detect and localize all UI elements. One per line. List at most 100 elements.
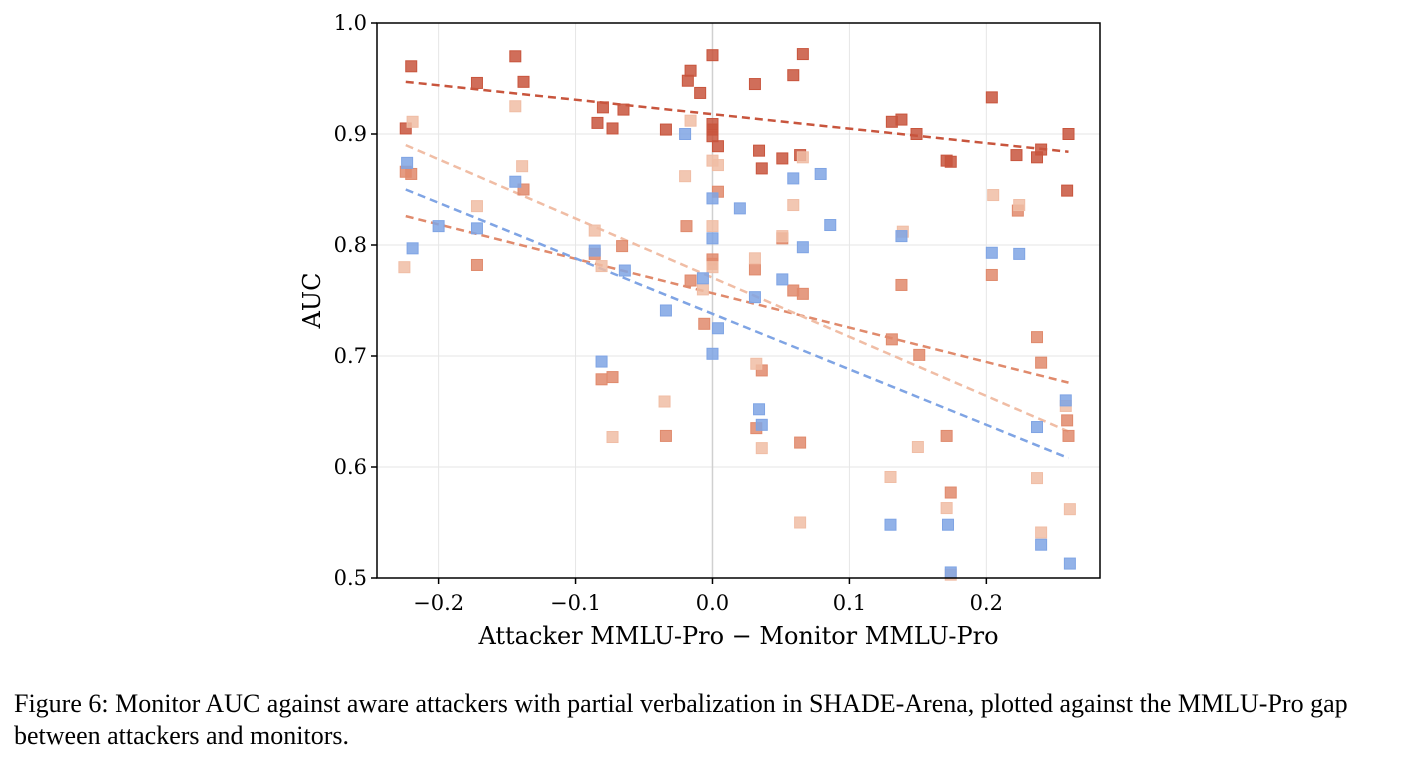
data-point-s1-5 xyxy=(595,373,608,386)
data-point-s3-6 xyxy=(595,355,608,368)
data-point-s2-25 xyxy=(911,441,924,454)
data-point-s0-33 xyxy=(1035,143,1048,156)
data-point-s3-5 xyxy=(588,244,601,257)
data-point-s3-0 xyxy=(401,156,414,169)
figure-caption: Figure 6: Monitor AUC against aware atta… xyxy=(14,689,1348,750)
data-point-s0-27 xyxy=(910,128,923,140)
data-point-s3-32 xyxy=(1059,394,1072,407)
data-point-s3-9 xyxy=(679,128,692,140)
data-point-s3-15 xyxy=(733,202,746,215)
data-point-s0-1 xyxy=(405,60,418,73)
trend-line-s2 xyxy=(405,143,1070,433)
data-point-s2-19 xyxy=(776,230,789,243)
data-point-s1-1 xyxy=(405,167,418,180)
data-point-s3-12 xyxy=(706,232,719,245)
data-point-s3-8 xyxy=(659,304,672,317)
data-point-s0-16 xyxy=(706,130,719,143)
data-point-s2-15 xyxy=(711,159,724,172)
data-point-s3-2 xyxy=(432,220,445,233)
data-point-s0-29 xyxy=(944,155,957,168)
data-point-s3-29 xyxy=(1013,247,1026,260)
data-point-s0-20 xyxy=(755,162,768,175)
data-point-s1-21 xyxy=(796,287,809,300)
data-point-s3-27 xyxy=(944,566,957,579)
x-axis-label: Attacker MMLU-Pro − Monitor MMLU-Pro xyxy=(477,622,998,650)
data-point-s2-4 xyxy=(516,160,529,173)
data-point-s1-10 xyxy=(684,274,697,287)
data-point-s0-4 xyxy=(517,75,530,88)
data-point-s0-26 xyxy=(895,113,908,126)
scatter-chart: −0.2 −0.1 0.0 0.1 0.2 0.5 0.6 0.7 0.8 0.9 1.0 Att… xyxy=(298,11,1101,650)
x-tick-label-3: 0.1 xyxy=(833,591,866,615)
x-tick-label-1: −0.1 xyxy=(550,591,601,615)
y-axis-ticks: 0.5 0.6 0.7 0.8 0.9 1.0 xyxy=(334,11,377,590)
data-point-s0-30 xyxy=(985,91,998,104)
data-point-s3-30 xyxy=(1031,421,1044,434)
data-point-s2-3 xyxy=(509,100,522,113)
data-point-s0-8 xyxy=(617,103,630,116)
data-point-s3-4 xyxy=(509,175,522,188)
data-point-s3-11 xyxy=(706,192,719,205)
trend-line-s1 xyxy=(405,214,1069,384)
data-point-s3-21 xyxy=(796,241,809,254)
data-point-s0-12 xyxy=(694,86,707,99)
trend-line-s3 xyxy=(405,188,1069,460)
data-point-s0-31 xyxy=(1010,149,1023,162)
data-point-s1-27 xyxy=(985,268,998,281)
data-point-s0-0 xyxy=(399,122,412,135)
data-point-s0-22 xyxy=(787,69,800,82)
y-tick-label-2: 0.7 xyxy=(334,344,367,368)
x-tick-label-2: 0.0 xyxy=(696,591,729,615)
data-point-s2-29 xyxy=(1013,199,1026,212)
y-tick-label-4: 0.9 xyxy=(334,122,367,146)
data-point-s3-20 xyxy=(787,172,800,185)
data-point-s1-2 xyxy=(470,258,483,271)
data-point-s0-11 xyxy=(684,64,697,77)
x-axis-ticks: −0.2 −0.1 0.0 0.1 0.2 xyxy=(413,578,1003,615)
data-point-s1-24 xyxy=(913,348,926,361)
data-point-s0-18 xyxy=(748,78,761,91)
trend-lines xyxy=(405,80,1070,460)
data-point-s2-1 xyxy=(406,115,419,128)
data-point-s1-29 xyxy=(1031,331,1044,344)
data-point-s0-34 xyxy=(1061,184,1074,197)
data-point-s0-9 xyxy=(659,123,672,136)
data-point-s2-13 xyxy=(706,261,719,274)
data-point-s2-2 xyxy=(470,200,483,213)
data-point-s2-17 xyxy=(750,357,763,370)
data-point-s2-8 xyxy=(658,395,671,408)
data-point-s0-19 xyxy=(753,144,766,157)
data-point-s1-9 xyxy=(680,220,693,233)
x-tick-label-4: 0.2 xyxy=(970,591,1003,615)
data-point-s2-18 xyxy=(755,442,768,455)
data-point-s0-21 xyxy=(776,152,789,165)
data-point-s3-17 xyxy=(753,403,766,416)
data-point-s2-23 xyxy=(884,470,897,483)
data-point-s1-6 xyxy=(606,371,619,384)
data-point-s2-12 xyxy=(706,220,719,233)
data-point-s1-3 xyxy=(517,183,530,196)
data-point-s2-11 xyxy=(696,283,709,296)
data-point-s3-3 xyxy=(470,222,483,235)
data-point-s1-20 xyxy=(794,436,807,449)
data-point-s1-25 xyxy=(940,429,953,442)
data-point-s3-31 xyxy=(1035,538,1048,551)
y-tick-label-1: 0.6 xyxy=(334,455,367,479)
data-point-s0-5 xyxy=(591,116,604,129)
data-point-s1-7 xyxy=(616,240,629,253)
data-point-s1-26 xyxy=(944,486,957,499)
data-point-s1-30 xyxy=(1035,356,1048,369)
data-point-s1-8 xyxy=(659,429,672,442)
data-point-s2-26 xyxy=(940,502,953,515)
data-point-s3-7 xyxy=(618,264,631,277)
data-point-s3-33 xyxy=(1063,557,1076,570)
data-point-s2-16 xyxy=(748,252,761,265)
data-point-s1-11 xyxy=(698,317,711,330)
data-point-s2-6 xyxy=(595,260,608,273)
y-tick-label-0: 0.5 xyxy=(334,566,367,590)
data-point-s0-17 xyxy=(711,140,724,153)
data-point-s0-35 xyxy=(1062,128,1075,140)
data-points xyxy=(398,48,1076,581)
data-point-s0-3 xyxy=(509,50,522,63)
data-point-s0-24 xyxy=(796,48,809,61)
